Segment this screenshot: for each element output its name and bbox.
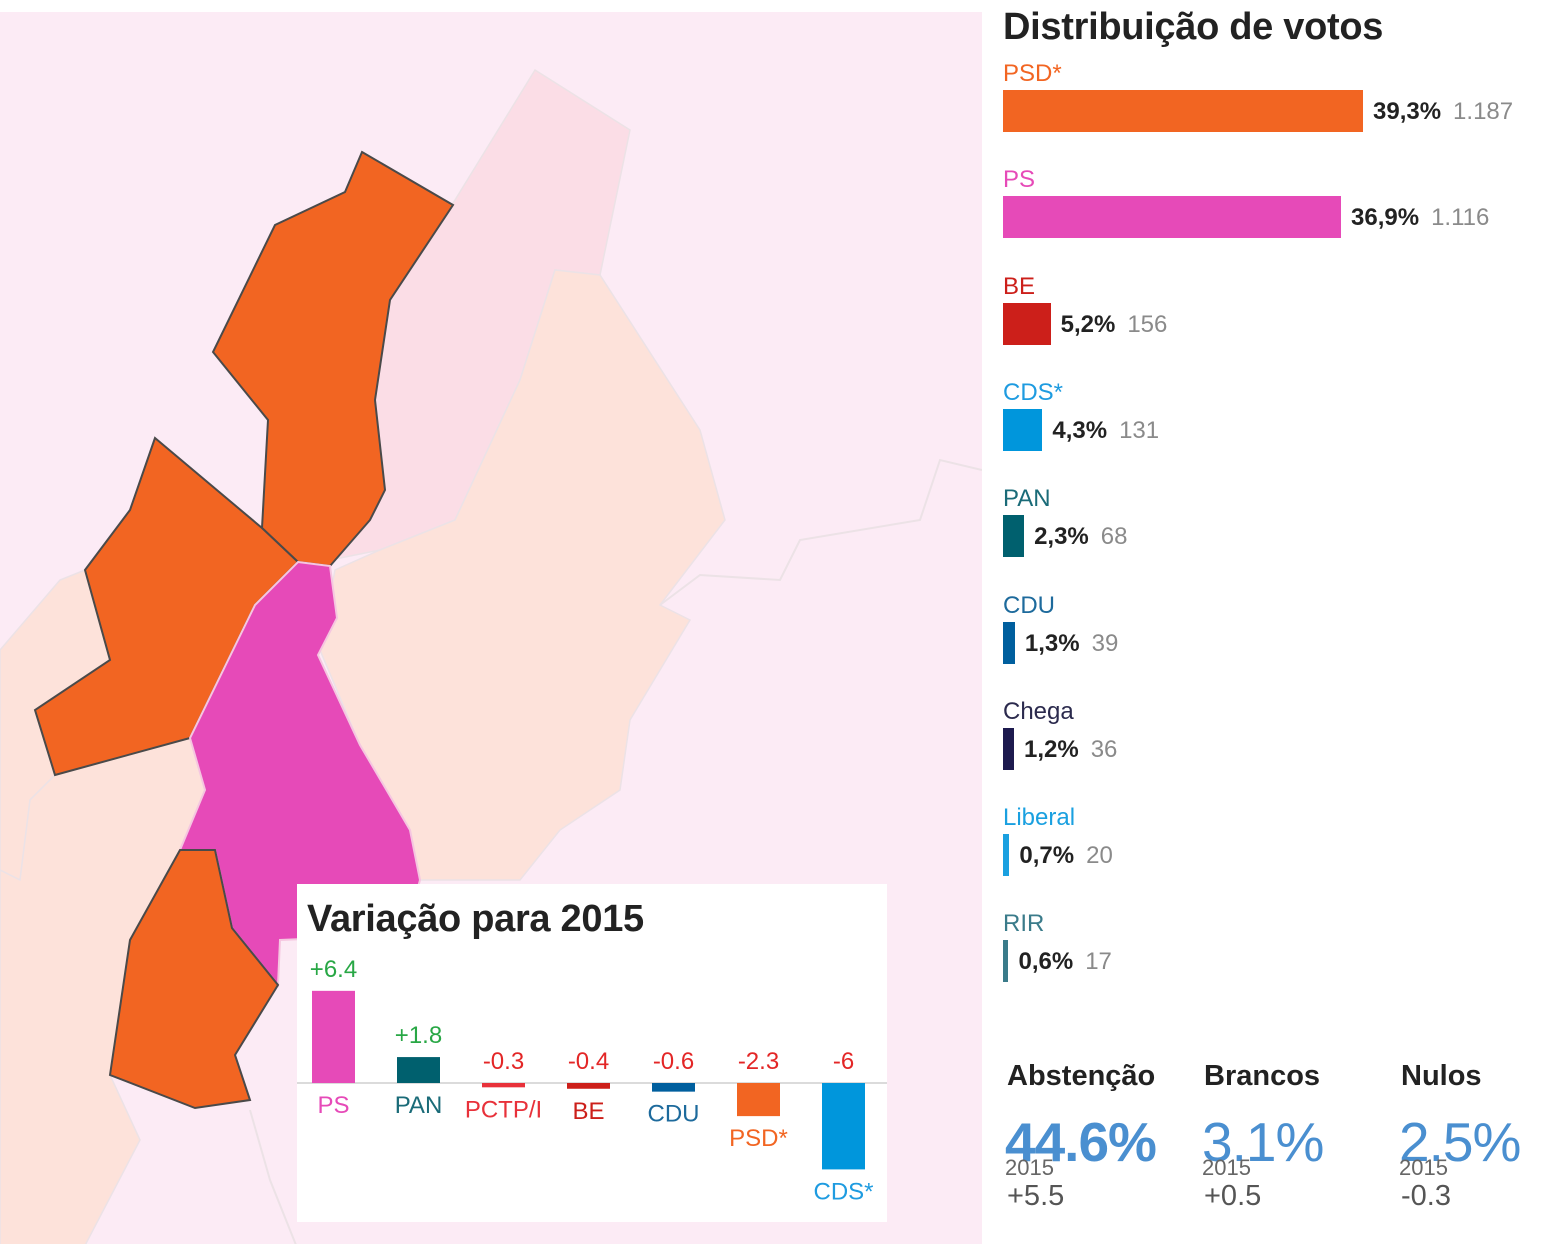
variation-label-cdu: CDU — [648, 1101, 700, 1128]
party-pct-chega: 1,2% — [1023, 735, 1079, 763]
party-pct-liberal: 0,7% — [1019, 842, 1075, 870]
stat-abstention-delta: +5.5 — [1007, 1180, 1065, 1212]
party-votes-cds: 131 — [1119, 416, 1160, 444]
stat-abstention-label: Abstenção — [1007, 1060, 1156, 1092]
stat-null-value: 2.5% — [1399, 1111, 1521, 1173]
parish-ps-center[interactable] — [178, 560, 422, 988]
party-votes-be: 156 — [1127, 310, 1168, 338]
party-pct-rir: 0,6% — [1018, 948, 1074, 976]
border-line-south — [249, 1109, 297, 1244]
party-votes-chega: 36 — [1090, 735, 1118, 763]
party-bar-cdu — [1003, 621, 1015, 664]
variation-chart-title: Variação para 2015 — [307, 898, 644, 940]
vote-distribution-panel: Distribuição de votos PSD* 39,3% 1.187 PS 36… — [1003, 0, 1543, 1040]
variation-bar-cds[interactable] — [822, 1083, 865, 1170]
variation-bar-cdu[interactable] — [652, 1083, 695, 1092]
parish-psd-south[interactable] — [108, 849, 280, 1110]
variation-label-cds: CDS* — [813, 1178, 873, 1205]
party-bar-rir — [1003, 940, 1009, 983]
party-votes-ps: 1.116 — [1431, 204, 1490, 232]
party-bar-psd — [1003, 90, 1363, 132]
variation-bar-pan[interactable] — [397, 1057, 440, 1083]
variation-bar-pctpi[interactable] — [482, 1083, 525, 1088]
party-name-chega: Chega — [1003, 697, 1074, 725]
party-pct-cdu: 1,3% — [1024, 629, 1080, 657]
parish-psd-west[interactable] — [33, 436, 300, 777]
variation-label-psd: PSD* — [729, 1125, 788, 1152]
stat-blank-label: Brancos — [1204, 1060, 1321, 1092]
variation-value-pan: +1.8 — [395, 1022, 442, 1049]
party-row-cds[interactable]: CDS* 4,3% 131 — [1003, 379, 1543, 479]
stat-blank-year: 2015 — [1202, 1155, 1251, 1180]
stat-null-label: Nulos — [1401, 1060, 1482, 1092]
party-pct-ps: 36,9% — [1351, 204, 1420, 232]
party-bar-be — [1003, 302, 1051, 345]
stat-blank-value: 3.1% — [1202, 1111, 1324, 1173]
party-bar-liberal — [1003, 834, 1010, 877]
distribution-title: Distribuição de votos — [1003, 6, 1384, 48]
party-row-ps[interactable]: PS 36,9% 1.116 — [1003, 166, 1543, 266]
stat-null-year: 2015 — [1399, 1155, 1448, 1180]
party-row-chega[interactable]: Chega 1,2% 36 — [1003, 698, 1543, 798]
stat-null-delta: -0.3 — [1401, 1180, 1451, 1212]
party-name-ps: PS — [1003, 166, 1036, 194]
party-name-pan: PAN — [1003, 485, 1051, 513]
variation-label-ps: PS — [317, 1092, 349, 1119]
variation-chart-svg: +6.4 PS +1.8 PAN -0.3 PCTP/I -0.4 BE -0.6 CDU -2.3… — [297, 956, 887, 1205]
party-votes-rir: 17 — [1085, 948, 1112, 976]
variation-bar-ps[interactable] — [312, 990, 355, 1083]
party-name-rir: RIR — [1003, 910, 1045, 938]
party-row-pan[interactable]: PAN 2,3% 68 — [1003, 485, 1543, 585]
party-votes-psd: 1.187 — [1453, 98, 1514, 125]
party-bar-ps — [1003, 196, 1341, 239]
variation-bar-psd[interactable] — [737, 1083, 780, 1117]
party-pct-psd: 39,3% — [1373, 98, 1442, 125]
party-row-rir[interactable]: RIR 0,6% 17 — [1003, 910, 1543, 1010]
variation-label-pan: PAN — [395, 1092, 443, 1119]
party-row-liberal[interactable]: Liberal 0,7% 20 — [1003, 804, 1543, 904]
party-votes-cdu: 39 — [1091, 629, 1119, 657]
stat-blank-delta: +0.5 — [1204, 1180, 1262, 1212]
parish-map-svg — [0, 68, 982, 1244]
party-pct-pan: 2,3% — [1034, 523, 1089, 551]
party-name-be: BE — [1003, 272, 1036, 300]
variation-value-psd: -2.3 — [738, 1048, 779, 1075]
variation-chart-panel: Variação para 2015 +6.4 PS +1.8 PAN -0.3 PCTP… — [297, 884, 887, 1222]
variation-value-ps: +6.4 — [310, 956, 357, 983]
party-bar-cds — [1003, 408, 1043, 451]
variation-label-be: BE — [572, 1098, 604, 1125]
party-name-psd: PSD* — [1003, 60, 1062, 87]
party-name-cds: CDS* — [1003, 378, 1064, 406]
party-bar-pan — [1003, 515, 1025, 558]
party-votes-pan: 68 — [1100, 523, 1128, 551]
party-pct-cds: 4,3% — [1052, 416, 1108, 444]
region-east-neighbour[interactable] — [319, 269, 726, 881]
party-row-psd[interactable]: PSD* 39,3% 1.187 — [1003, 60, 1543, 160]
variation-bar-be[interactable] — [567, 1083, 610, 1089]
results-map[interactable] — [0, 12, 982, 1244]
party-votes-liberal: 20 — [1086, 842, 1113, 870]
variation-label-pctpi: PCTP/I — [465, 1096, 542, 1123]
party-row-cdu[interactable]: CDU 1,3% 39 — [1003, 592, 1543, 692]
party-pct-be: 5,2% — [1060, 310, 1116, 338]
border-line-east — [659, 458, 982, 606]
stat-abstention-value: 44.6% — [1005, 1111, 1157, 1173]
party-name-cdu: CDU — [1003, 591, 1055, 619]
variation-value-cds: -6 — [833, 1048, 854, 1075]
party-name-liberal: Liberal — [1003, 804, 1076, 832]
stat-abstention-year: 2015 — [1005, 1155, 1054, 1180]
variation-value-cdu: -0.6 — [653, 1048, 694, 1075]
party-bar-chega — [1003, 727, 1014, 770]
variation-value-pctpi: -0.3 — [483, 1048, 524, 1075]
variation-value-be: -0.4 — [568, 1048, 609, 1075]
party-row-be[interactable]: BE 5,2% 156 — [1003, 273, 1543, 373]
